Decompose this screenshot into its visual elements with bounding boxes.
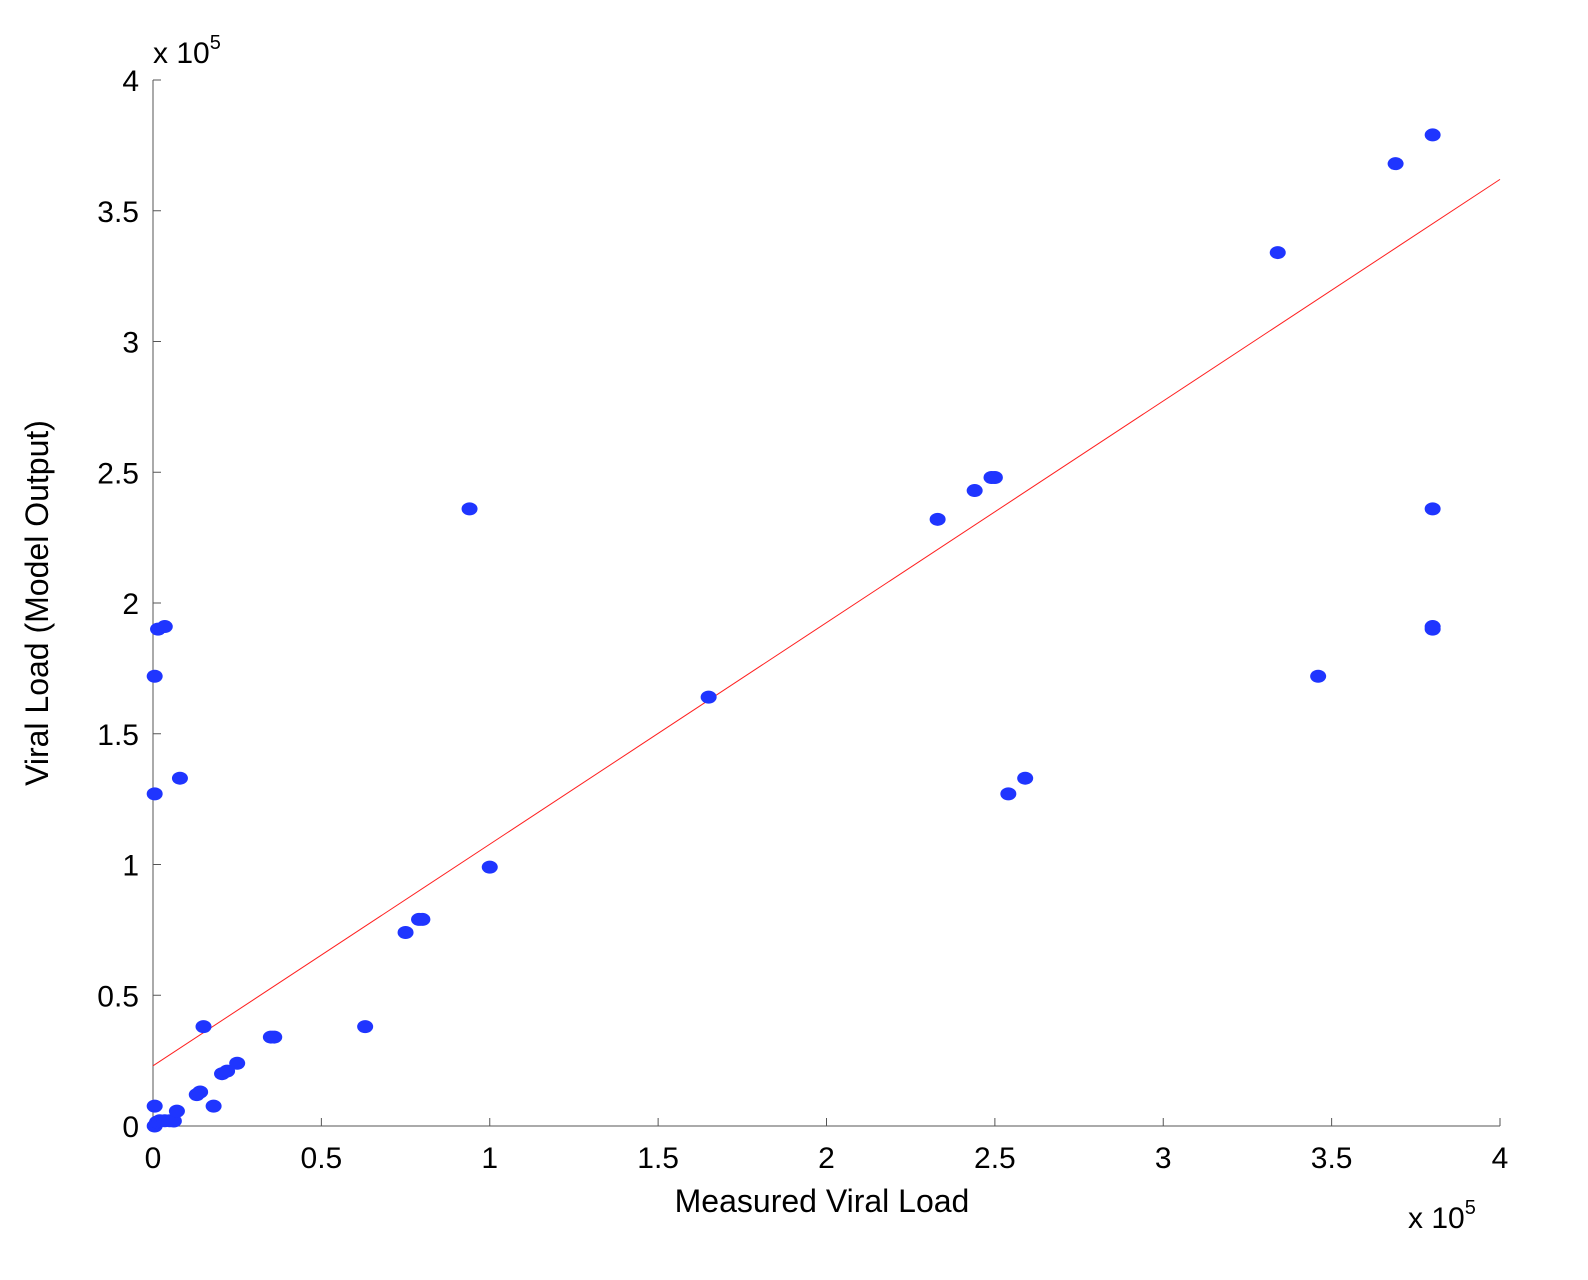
data-point bbox=[700, 690, 717, 704]
data-point bbox=[1387, 157, 1404, 171]
data-point bbox=[229, 1056, 246, 1070]
data-point bbox=[205, 1099, 222, 1113]
x-tick-label: 0 bbox=[145, 1142, 162, 1175]
data-point bbox=[414, 912, 431, 926]
data-point bbox=[219, 1064, 236, 1078]
data-point bbox=[1000, 787, 1017, 801]
data-point bbox=[966, 484, 983, 498]
data-point bbox=[461, 502, 478, 516]
data-points bbox=[146, 128, 1441, 1133]
y-multiplier: x 105 bbox=[153, 32, 221, 70]
data-point bbox=[1310, 669, 1327, 683]
y-tick-label: 2.5 bbox=[97, 457, 139, 490]
data-point bbox=[357, 1020, 374, 1034]
x-tick-label: 2 bbox=[818, 1142, 835, 1175]
fit-line bbox=[152, 178, 1501, 1067]
data-point bbox=[1424, 502, 1441, 516]
data-point bbox=[192, 1085, 209, 1099]
data-point bbox=[171, 771, 188, 785]
data-point bbox=[146, 787, 163, 801]
y-tick-label: 2 bbox=[122, 588, 139, 621]
data-point bbox=[1424, 622, 1441, 636]
y-tick-label: 4 bbox=[122, 65, 139, 98]
y-tick-label: 0.5 bbox=[97, 980, 139, 1013]
x-tick-label: 2.5 bbox=[974, 1142, 1016, 1175]
y-tick-label: 3 bbox=[122, 327, 139, 360]
x-tick-label: 4 bbox=[1492, 1142, 1509, 1175]
x-axis-label: Measured Viral Load bbox=[675, 1183, 970, 1219]
x-tick-label: 1.5 bbox=[637, 1142, 679, 1175]
data-point bbox=[1269, 246, 1286, 260]
data-point bbox=[1017, 771, 1034, 785]
x-tick-label: 3.5 bbox=[1311, 1142, 1353, 1175]
data-point bbox=[156, 620, 173, 634]
y-tick-label: 0 bbox=[122, 1111, 139, 1144]
data-point bbox=[986, 470, 1003, 484]
data-point bbox=[929, 512, 946, 526]
ticks: 0 0.5 1 1.5 2 2.5 3 3.5 4 0 0.5 1 1.5 2 2.5 3 3.5 4 bbox=[97, 65, 1508, 1175]
x-tick-label: 0.5 bbox=[301, 1142, 343, 1175]
y-tick-label: 1 bbox=[122, 850, 139, 883]
data-point bbox=[1424, 128, 1441, 142]
data-point bbox=[168, 1104, 185, 1118]
data-point bbox=[195, 1020, 212, 1034]
x-tick-label: 1 bbox=[481, 1142, 498, 1175]
data-point bbox=[165, 1114, 182, 1128]
x-tick-label: 3 bbox=[1155, 1142, 1172, 1175]
axes bbox=[152, 80, 1500, 1127]
x-multiplier: x 105 bbox=[1408, 1197, 1476, 1235]
y-axis-label: Viral Load (Model Output) bbox=[19, 420, 55, 786]
data-point bbox=[481, 860, 498, 874]
data-point bbox=[146, 669, 163, 683]
data-point bbox=[266, 1030, 283, 1044]
y-tick-label: 3.5 bbox=[97, 196, 139, 229]
data-point bbox=[146, 1099, 163, 1113]
y-tick-label: 1.5 bbox=[97, 719, 139, 752]
data-point bbox=[397, 925, 414, 939]
